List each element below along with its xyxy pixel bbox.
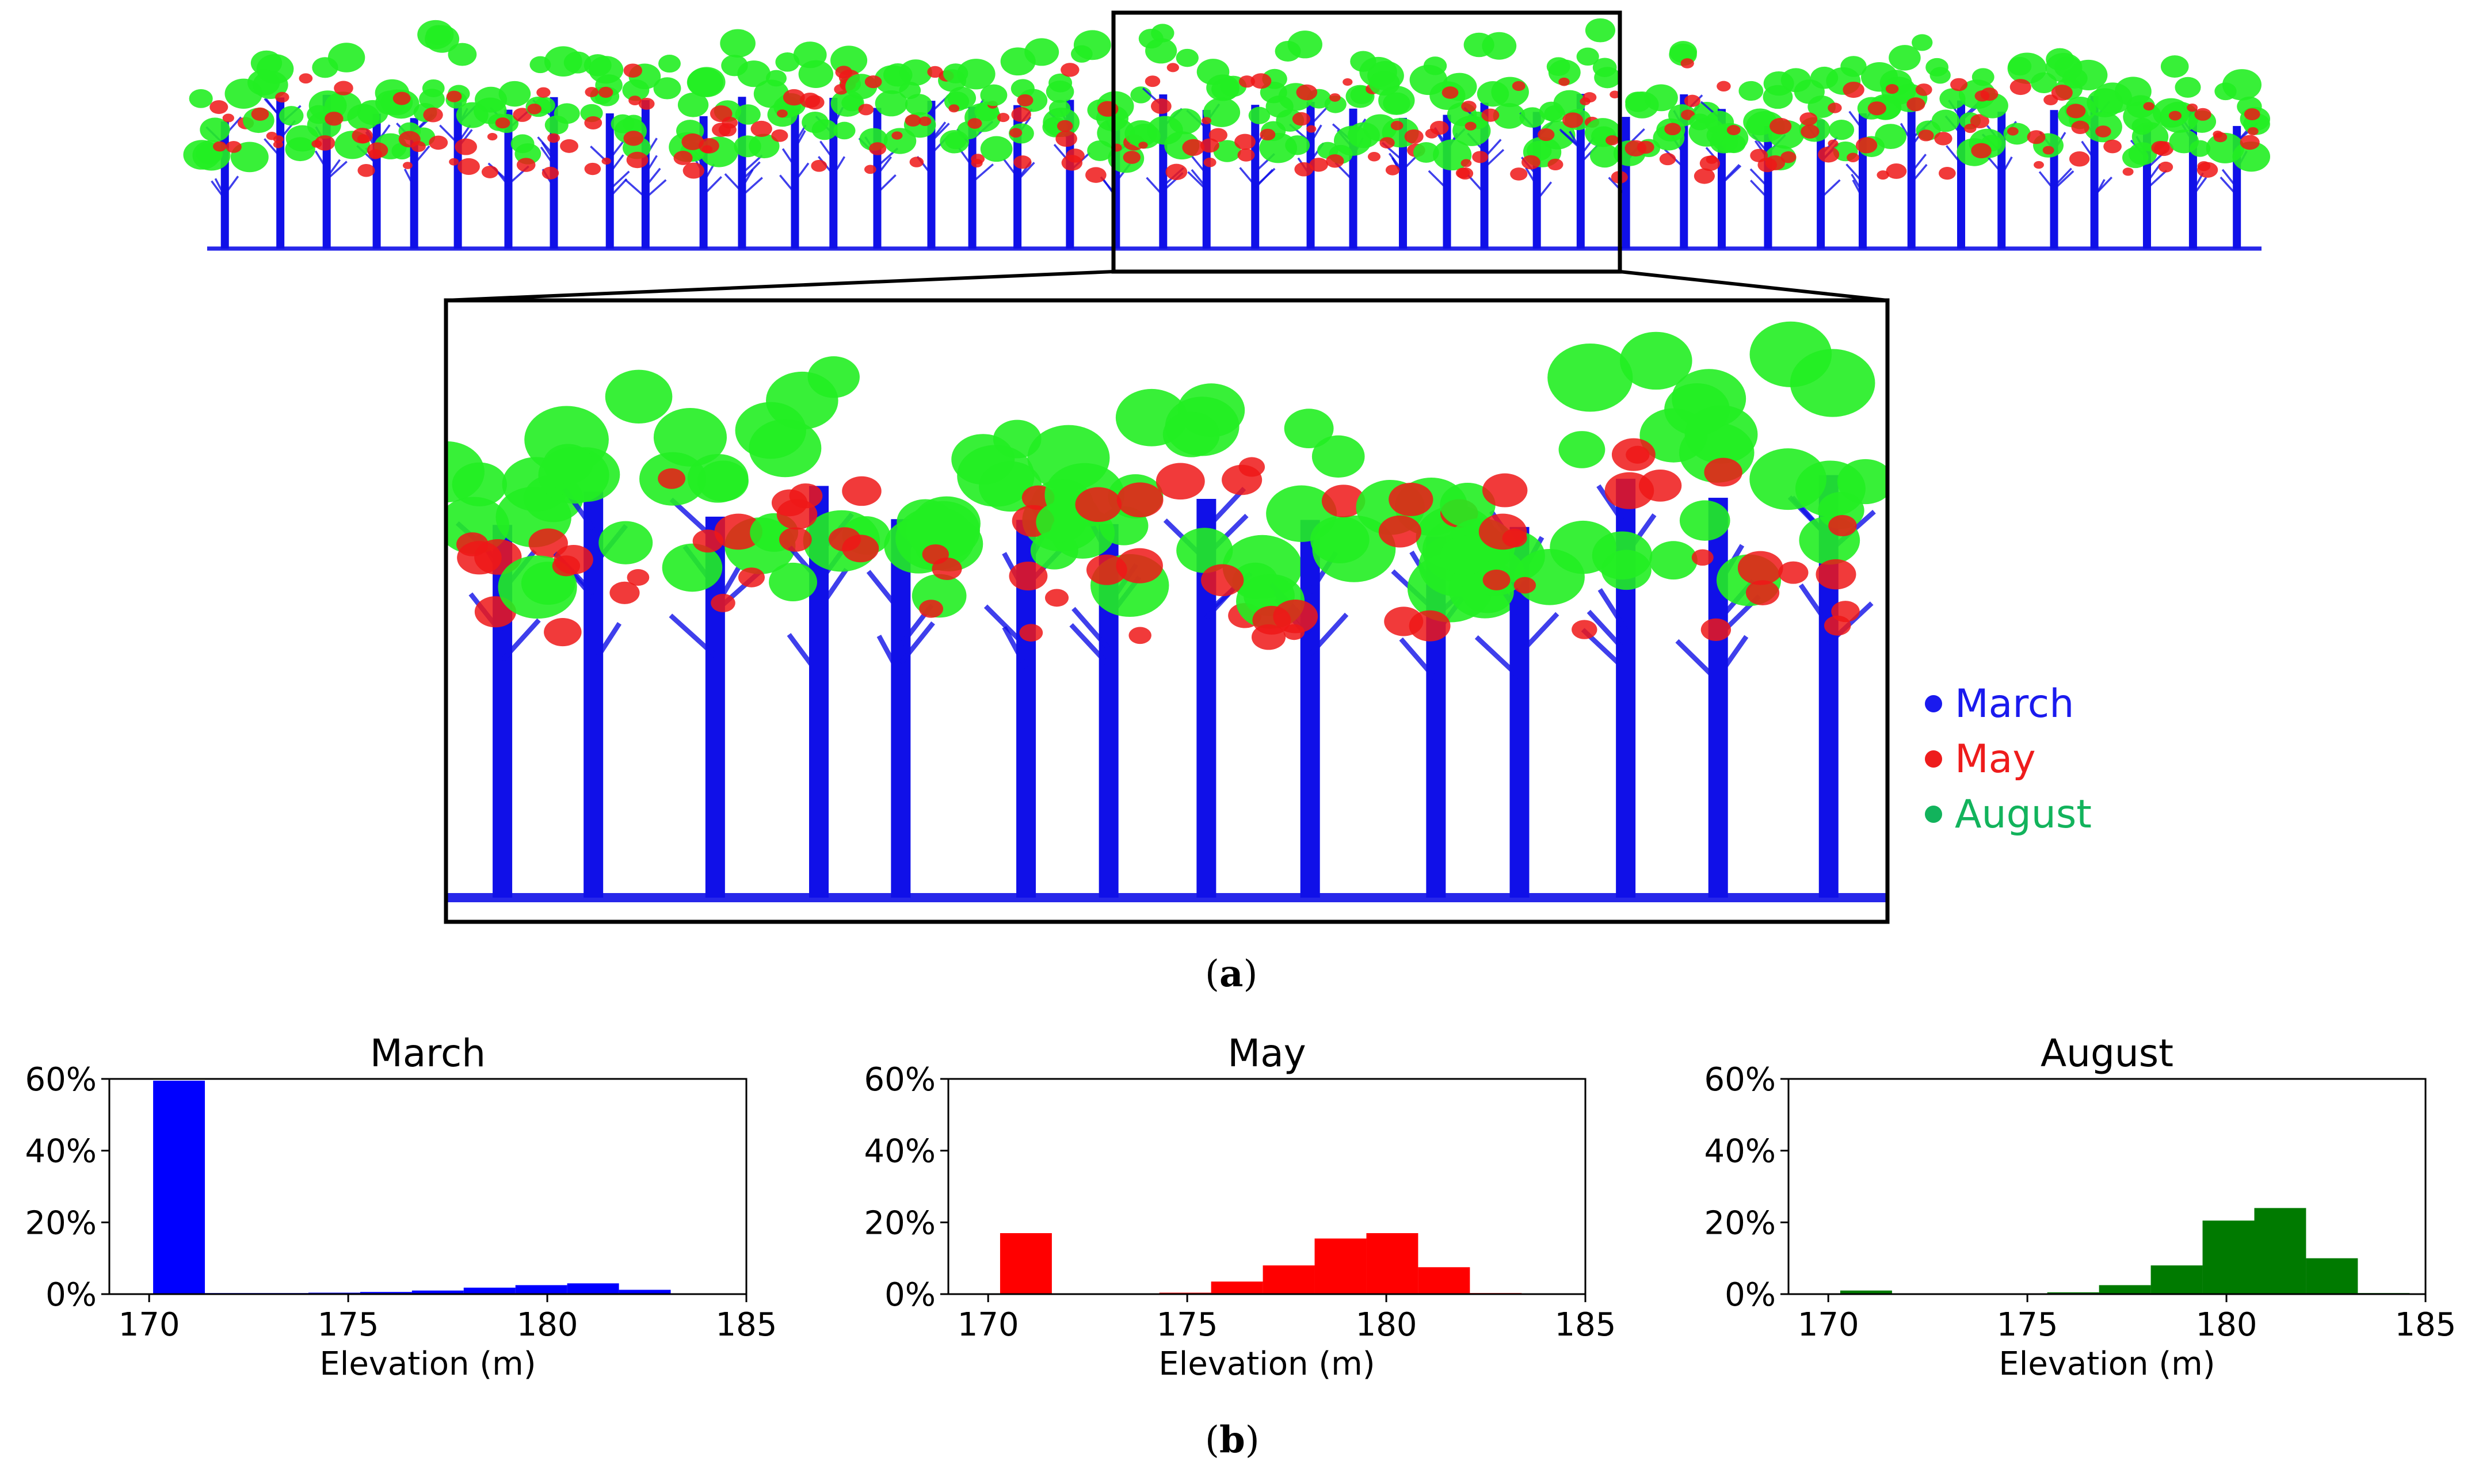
bar-march-6 xyxy=(463,1287,516,1294)
legend-label-august: August xyxy=(1955,791,2092,837)
bar-march-8 xyxy=(567,1283,619,1294)
x-tick-label: 185 xyxy=(2395,1306,2457,1344)
x-tick-label: 185 xyxy=(716,1306,777,1344)
y-tick-label: 40% xyxy=(25,1133,97,1170)
bar-march-9 xyxy=(619,1290,671,1294)
bar-may-2 xyxy=(1211,1281,1263,1294)
point-cloud-detail xyxy=(448,321,1886,902)
panel-b-letter: b xyxy=(1219,1418,1245,1462)
zoom-selection-box xyxy=(1111,10,1622,274)
bar-march-0 xyxy=(153,1081,205,1294)
histogram-panels: March 0% 20% 40% 60% 170 175 180 185 Elevation (m… xyxy=(25,1031,2457,1383)
y-tick-label: 40% xyxy=(1704,1133,1776,1170)
bar-march-4 xyxy=(360,1292,412,1294)
season-legend: March May August xyxy=(1925,676,2092,842)
histogram-march: March 0% 20% 40% 60% 170 175 180 185 Elevation (m… xyxy=(25,1031,777,1383)
bar-august-1 xyxy=(2047,1292,2099,1294)
x-tick-label: 185 xyxy=(1555,1306,1616,1344)
bar-august-0 xyxy=(1840,1290,1892,1294)
y-tick-label: 20% xyxy=(1704,1204,1776,1242)
y-tick-label: 20% xyxy=(25,1204,97,1242)
zoom-connector-left xyxy=(445,270,1114,302)
point-cloud-overview xyxy=(183,18,2271,251)
legend-item-may: May xyxy=(1925,731,2092,787)
x-tick-label: 180 xyxy=(1356,1306,1417,1344)
y-tick-label: 0% xyxy=(1725,1276,1776,1314)
bar-march-7 xyxy=(515,1285,567,1294)
x-axis-label: Elevation (m) xyxy=(1999,1345,2215,1383)
detail-frame xyxy=(444,298,1890,924)
x-tick-label: 175 xyxy=(1157,1306,1218,1344)
panel-a-caption: (a) xyxy=(1205,952,1258,995)
x-tick-label: 175 xyxy=(318,1306,379,1344)
x-tick-label: 180 xyxy=(517,1306,578,1344)
legend-marker-march xyxy=(1925,695,1942,712)
y-tick-label: 20% xyxy=(864,1204,936,1242)
legend-item-march: March xyxy=(1925,676,2092,731)
x-tick-label: 180 xyxy=(2196,1306,2257,1344)
panel-b-caption: (b) xyxy=(1205,1418,1260,1462)
zoom-connector-right xyxy=(1619,270,1888,302)
chart-title: August xyxy=(2041,1031,2173,1075)
bar-may-4 xyxy=(1314,1238,1367,1294)
y-tick-label: 60% xyxy=(1704,1061,1776,1098)
plot-frame xyxy=(1787,1078,2427,1295)
bar-august-6 xyxy=(2306,1258,2358,1294)
plot-frame xyxy=(108,1078,748,1295)
bar-may-3 xyxy=(1263,1265,1315,1294)
legend-item-august: August xyxy=(1925,787,2092,842)
histogram-may: May 0% 20% 40% 60% 170 175 180 185 Elevation (m) xyxy=(864,1031,1616,1383)
bar-may-5 xyxy=(1366,1233,1418,1294)
y-tick-label: 60% xyxy=(25,1061,97,1098)
y-tick-label: 0% xyxy=(884,1276,936,1314)
legend-label-march: March xyxy=(1955,681,2074,727)
x-tick-label: 170 xyxy=(1798,1306,1859,1344)
y-tick-label: 40% xyxy=(864,1133,936,1170)
plot-frame xyxy=(947,1078,1587,1295)
histogram-august: August 0% 20% 40% 60% 170 175 180 185 Elevation (… xyxy=(1704,1031,2457,1383)
chart-title: May xyxy=(1227,1031,1306,1075)
bar-august-4 xyxy=(2202,1220,2255,1294)
bar-august-5 xyxy=(2254,1208,2306,1294)
bar-may-6 xyxy=(1418,1267,1470,1294)
y-tick-label: 0% xyxy=(45,1276,97,1314)
bar-august-2 xyxy=(2099,1285,2151,1294)
legend-marker-may xyxy=(1925,750,1942,768)
x-tick-label: 170 xyxy=(958,1306,1019,1344)
legend-label-may: May xyxy=(1955,736,2036,782)
bar-march-5 xyxy=(411,1290,464,1294)
x-tick-label: 170 xyxy=(119,1306,180,1344)
bar-august-3 xyxy=(2150,1265,2203,1294)
bar-may-0 xyxy=(1000,1233,1052,1294)
chart-title: March xyxy=(370,1031,486,1075)
x-axis-label: Elevation (m) xyxy=(1158,1345,1375,1383)
x-tick-label: 175 xyxy=(1997,1306,2058,1344)
legend-marker-august xyxy=(1925,806,1942,823)
y-tick-label: 60% xyxy=(864,1061,936,1098)
panel-a-letter: a xyxy=(1219,952,1244,995)
x-axis-label: Elevation (m) xyxy=(319,1345,536,1383)
